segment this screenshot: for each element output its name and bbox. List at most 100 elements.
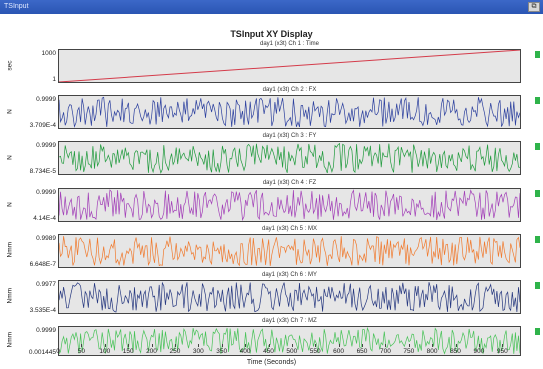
- x-tick-label: 800: [426, 348, 438, 355]
- x-tick: [128, 344, 130, 347]
- plot-title: day1 (x3t) Ch 4 : FZ: [262, 180, 317, 186]
- x-tick-label: 200: [146, 348, 157, 355]
- x-tick-label: 700: [379, 348, 391, 355]
- x-axis-title: Time (Seconds): [246, 359, 297, 366]
- y-axis-unit: Nmm: [6, 331, 14, 348]
- x-tick: [58, 344, 59, 347]
- plot-area: [58, 234, 521, 268]
- series-line: [59, 236, 520, 267]
- window-titlebar: TSInput ⧉: [0, 0, 543, 14]
- channel-marker[interactable]: [535, 190, 540, 197]
- y-max-label: 0.9999: [36, 327, 56, 334]
- x-tick: [385, 344, 387, 347]
- channel-marker[interactable]: [535, 328, 540, 335]
- x-tick-label: 600: [333, 348, 345, 355]
- x-tick: [478, 344, 480, 347]
- x-tick-label: 400: [239, 348, 251, 355]
- channel-marker[interactable]: [535, 143, 540, 150]
- y-axis-unit: sec: [6, 60, 14, 71]
- series-line: [59, 327, 520, 355]
- y-max-label: 1000: [41, 50, 56, 57]
- plot-svg: [59, 96, 520, 128]
- series-line: [59, 96, 520, 128]
- x-tick-label: 300: [192, 348, 204, 355]
- y-min-label: 4.14E-4: [33, 215, 56, 222]
- y-axis-unit: Nmm: [6, 287, 14, 304]
- x-tick-label: 100: [99, 348, 111, 355]
- x-tick-label: 350: [216, 348, 228, 355]
- y-axis-unit: N: [6, 202, 14, 207]
- plot-area: [58, 326, 521, 356]
- x-tick: [268, 344, 270, 347]
- x-tick: [198, 344, 200, 347]
- y-min-label: 6.648E-7: [29, 261, 56, 268]
- plot-title: day1 (x3t) Ch 7 : MZ: [262, 318, 317, 324]
- plot-title: day1 (x3t) Ch 5 : MX: [261, 226, 318, 232]
- x-tick-label: 0: [56, 348, 60, 355]
- window-title: TSInput: [4, 3, 29, 10]
- x-tick: [502, 344, 504, 347]
- x-tick-label: 950: [496, 348, 508, 355]
- x-tick: [455, 344, 457, 347]
- plot-svg: [59, 236, 520, 267]
- x-tick-label: 500: [286, 348, 298, 355]
- series-line: [59, 189, 520, 221]
- x-tick-label: 750: [403, 348, 415, 355]
- channel-marker[interactable]: [535, 51, 540, 58]
- plot-svg: [59, 189, 520, 221]
- x-tick: [338, 344, 340, 347]
- channel-marker[interactable]: [535, 282, 540, 289]
- plot-title: day1 (x3t) Ch 6 : MY: [261, 272, 318, 278]
- channel-marker[interactable]: [535, 97, 540, 104]
- plot-title: day1 (x3t) Ch 2 : FX: [262, 87, 317, 93]
- y-min-label: 3.535E-4: [29, 307, 56, 314]
- x-tick: [291, 344, 293, 347]
- series-line: [59, 142, 520, 174]
- plot-title: day1 (x3t) Ch 1 : Time: [259, 41, 320, 47]
- y-axis-unit: Nmm: [6, 241, 14, 258]
- y-max-label: 0.9977: [36, 281, 56, 288]
- plot-area: [58, 49, 521, 83]
- y-min-label: 0.001445: [28, 349, 56, 356]
- x-tick-label: 150: [122, 348, 134, 355]
- y-min-label: 3.709E-4: [29, 122, 56, 129]
- y-axis-unit: N: [6, 155, 14, 160]
- x-tick: [432, 344, 434, 347]
- y-min-label: 1: [52, 76, 56, 83]
- y-min-label: 8.734E-5: [29, 168, 56, 175]
- x-tick: [408, 344, 410, 347]
- y-max-label: 0.9999: [36, 189, 56, 196]
- series-line: [59, 281, 520, 313]
- x-tick: [362, 344, 363, 347]
- x-tick: [151, 344, 153, 347]
- x-tick-label: 250: [169, 348, 181, 355]
- channel-marker[interactable]: [535, 236, 540, 243]
- x-tick: [81, 344, 83, 347]
- x-axis: 0 50 100 150 200 250 300 350 400 450 500 550 600 650 7…: [56, 344, 521, 358]
- plot-area: [58, 95, 521, 129]
- display-title: TSInput XY Display: [230, 29, 313, 39]
- x-tick: [315, 344, 317, 347]
- restore-icon[interactable]: ⧉: [528, 2, 540, 12]
- y-axis-unit: N: [6, 109, 14, 114]
- x-tick-label: 550: [309, 348, 321, 355]
- x-tick: [104, 344, 106, 347]
- plot-area: [58, 141, 521, 175]
- y-max-label: 0.9999: [36, 142, 56, 149]
- x-tick: [245, 344, 247, 347]
- plot-svg: [59, 281, 520, 313]
- x-tick-label: 850: [450, 348, 461, 355]
- x-tick-label: 50: [77, 348, 86, 355]
- x-tick-label: 650: [356, 348, 368, 355]
- x-tick: [221, 344, 223, 347]
- plot-title: day1 (x3t) Ch 3 : FY: [262, 133, 317, 139]
- x-tick-label: 450: [263, 348, 274, 355]
- x-tick-label: 900: [473, 348, 485, 355]
- series-line: [59, 50, 520, 82]
- plot-area: [58, 188, 521, 222]
- y-max-label: 0.9989: [36, 235, 56, 242]
- x-tick: [174, 344, 176, 347]
- y-max-label: 0.9999: [36, 96, 56, 103]
- plot-svg: [59, 327, 520, 355]
- plot-area: [58, 280, 521, 314]
